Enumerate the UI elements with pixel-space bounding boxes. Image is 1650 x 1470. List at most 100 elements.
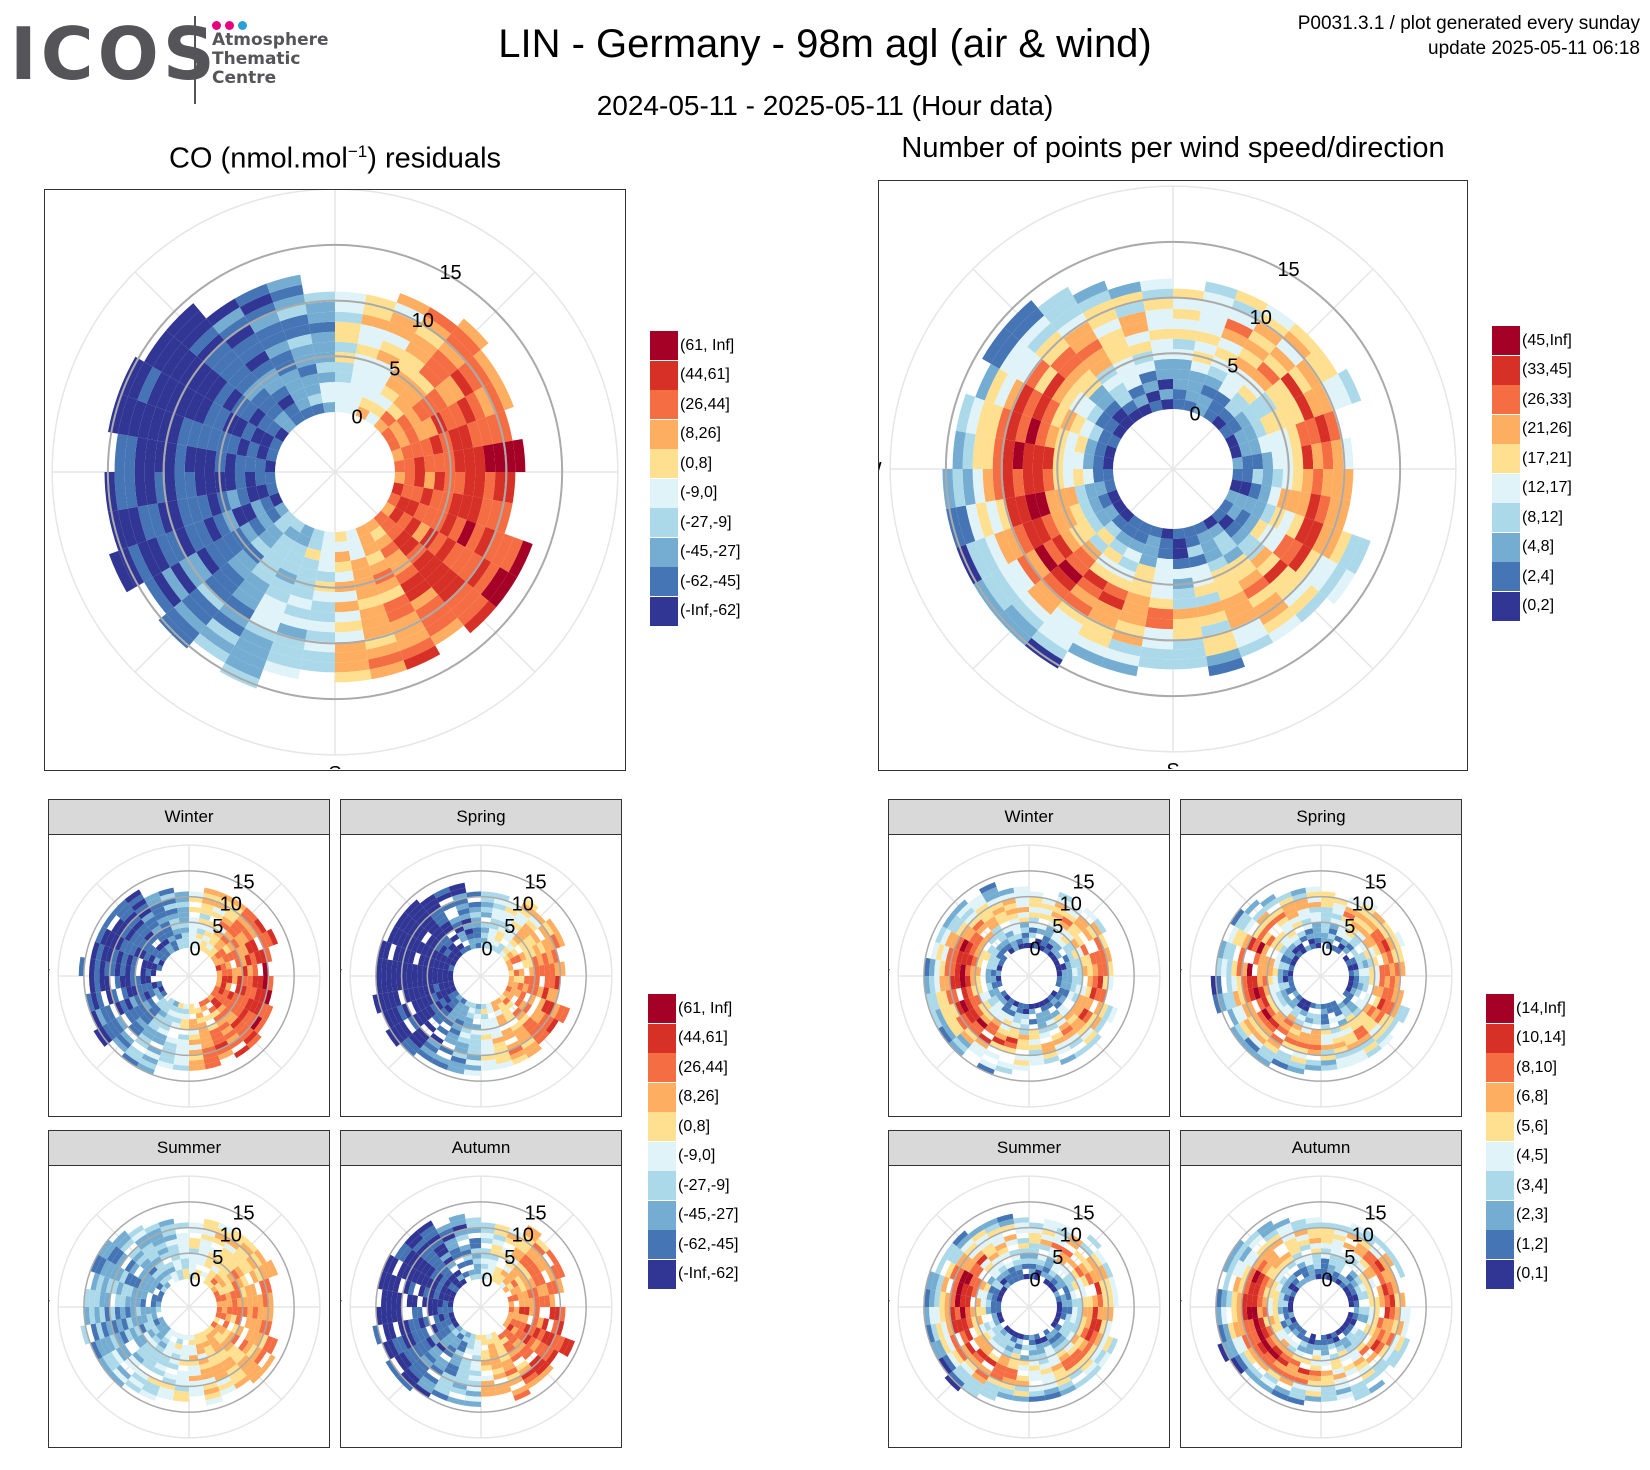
wind-cell [1283, 1279, 1292, 1288]
wind-cell [463, 1400, 481, 1407]
wind-cell [1295, 359, 1321, 389]
speed-tick-label: 10 [1352, 894, 1374, 916]
wind-cell [372, 994, 383, 1014]
wind-cell [1265, 385, 1286, 409]
wind-cell [1093, 1018, 1107, 1034]
wind-cell [1350, 948, 1359, 957]
wind-cell [94, 976, 101, 993]
wind-cell [508, 970, 515, 976]
wind-cell [506, 1371, 521, 1382]
wind-cell [472, 1258, 481, 1265]
wind-cell [1061, 976, 1068, 983]
wind-cell [989, 1232, 1004, 1243]
wind-cell [208, 1336, 217, 1345]
wind-cell [1234, 509, 1252, 527]
wind-cell [1025, 549, 1051, 579]
wind-cell [1272, 976, 1279, 985]
wind-cell [104, 931, 116, 948]
grid-spoke [1028, 1213, 1123, 1308]
wind-cell [469, 1333, 477, 1340]
wind-cell [226, 990, 235, 1001]
wind-cell [83, 1307, 91, 1326]
wind-cell [563, 1339, 575, 1357]
wind-cell [210, 1009, 221, 1019]
wind-cell [972, 469, 986, 504]
wind-cell [1371, 944, 1382, 956]
wind-cell [189, 927, 198, 934]
wind-cell [382, 1010, 395, 1029]
wind-cell [214, 1323, 223, 1332]
wind-cell [1278, 944, 1288, 955]
wind-cell [527, 994, 537, 1006]
wind-cell [216, 1307, 223, 1313]
wind-cell [250, 387, 271, 408]
wind-cell [1353, 976, 1360, 983]
wind-cell [497, 925, 508, 934]
wind-cell [214, 1040, 229, 1051]
wind-cell [166, 607, 200, 641]
wind-cell [183, 1334, 189, 1341]
wind-cell [1019, 922, 1029, 929]
wind-cell [424, 1351, 437, 1364]
wind-cell [1242, 1319, 1252, 1335]
wind-cell [1222, 1323, 1232, 1342]
wind-cell [347, 393, 363, 407]
wind-cell [1004, 1001, 1013, 1010]
wind-cell [1389, 933, 1401, 949]
wind-cell [1062, 1320, 1070, 1329]
wind-cell [1082, 453, 1095, 469]
wind-cell [495, 501, 513, 534]
wind-cell [1270, 1280, 1279, 1291]
wind-cell [163, 1040, 177, 1050]
wind-cell [398, 1020, 413, 1037]
wind-cell [167, 1362, 179, 1371]
wind-cell [1308, 1375, 1321, 1382]
wind-cell [1304, 1259, 1314, 1267]
wind-cell [1363, 949, 1372, 960]
wind-cell [452, 990, 460, 998]
wind-cell [1000, 1285, 1008, 1293]
wind-cell [455, 950, 464, 959]
wind-cell [1373, 928, 1386, 942]
wind-cell [222, 1320, 230, 1329]
wind-cell [244, 997, 254, 1011]
wind-cell [1279, 934, 1290, 945]
wind-cell [168, 1249, 180, 1257]
wind-cell [213, 1273, 223, 1283]
wind-cell [1072, 469, 1085, 487]
wind-cell [205, 925, 216, 934]
wind-cell [442, 375, 466, 402]
wind-cell [1233, 356, 1257, 377]
wind-cell [163, 1233, 177, 1243]
wind-cell [481, 1334, 487, 1341]
wind-cell [1264, 1020, 1277, 1033]
wind-cell [481, 1008, 488, 1015]
wind-cell [522, 1348, 534, 1360]
wind-cell [1119, 507, 1135, 523]
wind-cell [1378, 1295, 1385, 1307]
wind-cell [973, 1005, 984, 1018]
legend-label: (-27,-9] [678, 1176, 730, 1194]
wind-cell [1004, 604, 1038, 638]
wind-cell [119, 1307, 126, 1320]
wind-cell [274, 502, 290, 518]
wind-cell [403, 472, 416, 486]
wind-cell [506, 901, 521, 912]
wind-cell [307, 311, 335, 325]
wind-cell [995, 1331, 1005, 1341]
wind-cell [1068, 902, 1084, 916]
wind-cell [266, 274, 302, 294]
wind-cell [946, 915, 961, 932]
wind-cell [1321, 1334, 1327, 1341]
wind-cell [238, 1008, 249, 1021]
wind-cell [143, 1261, 155, 1273]
wind-cell [1299, 1278, 1307, 1286]
wind-cell [508, 540, 533, 578]
wind-cell [518, 1000, 528, 1011]
wind-cell [163, 1281, 172, 1290]
wind-cell [985, 1307, 992, 1315]
wind-cell [203, 1055, 220, 1065]
wind-cell [1333, 1228, 1349, 1238]
wind-cell [80, 1325, 91, 1345]
wind-cell [447, 970, 454, 976]
